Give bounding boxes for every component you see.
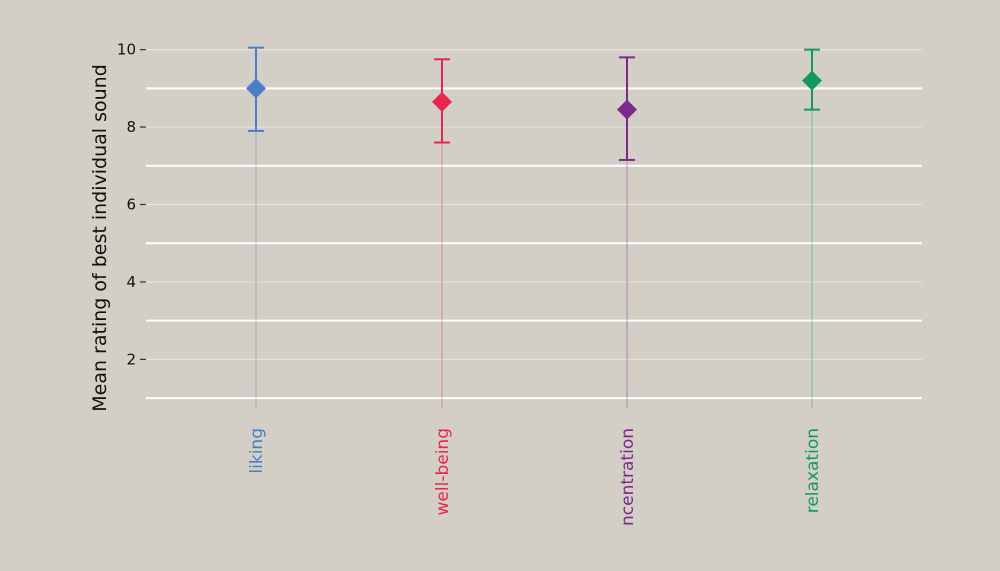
category-label: liking xyxy=(247,428,267,474)
y-axis: 2 4 6 8 10 xyxy=(117,41,146,368)
stems xyxy=(255,109,813,408)
data-point-diamond xyxy=(432,91,452,112)
y-tick-label: 8 xyxy=(126,118,136,136)
data-point-diamond xyxy=(617,99,637,120)
y-axis-title: Mean rating of best individual sound xyxy=(89,64,111,412)
data-marks xyxy=(246,46,822,161)
y-tick-label: 4 xyxy=(126,273,136,291)
y-tick-label: 6 xyxy=(126,195,136,213)
data-point-diamond xyxy=(246,78,266,99)
y-tick-label: 2 xyxy=(126,350,136,368)
x-axis-labels: liking well-being ncentration relaxation xyxy=(247,428,823,526)
y-tick-label: 10 xyxy=(117,41,136,59)
category-label: ncentration xyxy=(618,428,638,526)
gridlines xyxy=(146,48,922,400)
data-point-diamond xyxy=(802,70,822,91)
category-label: relaxation xyxy=(803,428,823,513)
category-label: well-being xyxy=(433,428,453,515)
